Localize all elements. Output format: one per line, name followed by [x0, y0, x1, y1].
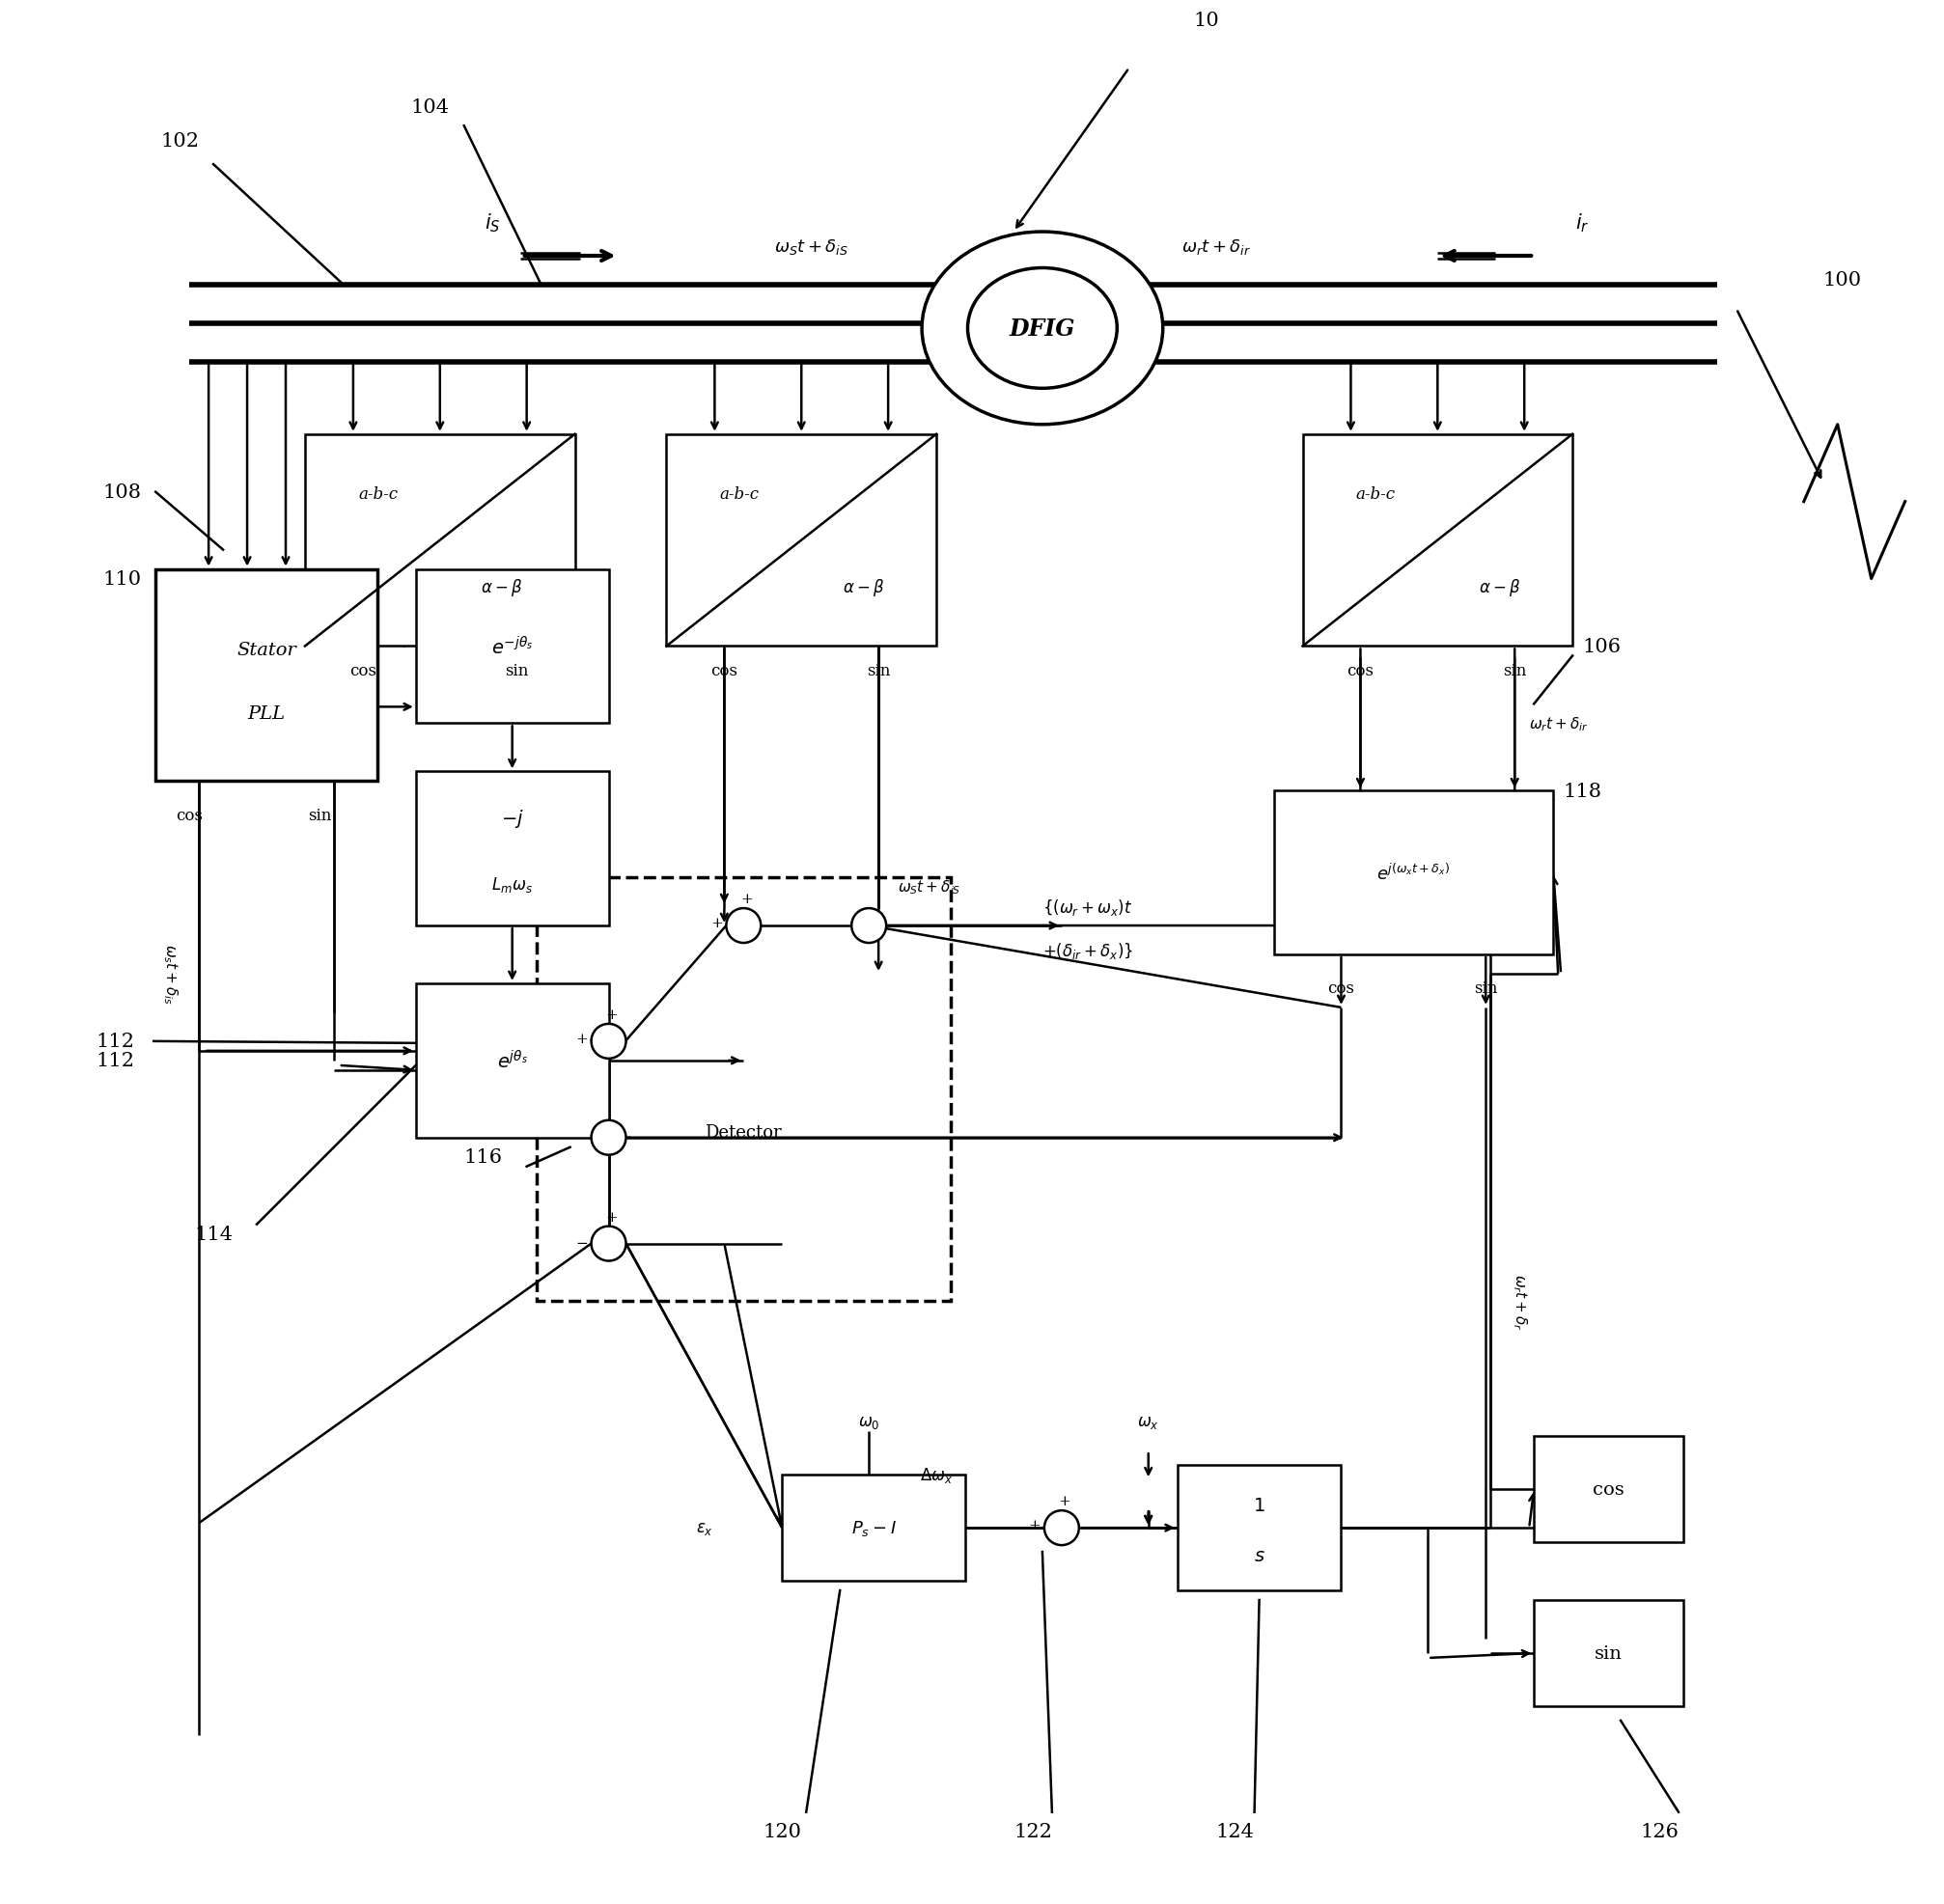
Bar	[537, 878, 951, 1302]
Circle shape	[851, 908, 886, 942]
Text: 108: 108	[103, 484, 142, 503]
Text: $\omega_S t + \delta_{iS}$: $\omega_S t + \delta_{iS}$	[898, 878, 960, 897]
Text: +: +	[710, 916, 723, 929]
Bar	[156, 569, 377, 781]
Text: $P_s-I$: $P_s-I$	[851, 1517, 896, 1538]
Bar	[416, 771, 608, 925]
Text: +: +	[605, 1211, 618, 1224]
Bar	[416, 984, 608, 1139]
Text: $-$: $-$	[575, 1234, 587, 1247]
Text: +: +	[741, 893, 752, 906]
Text: $\omega_r t + \delta_r$: $\omega_r t + \delta_r$	[1510, 1274, 1528, 1329]
Circle shape	[591, 1024, 626, 1059]
Text: PLL: PLL	[247, 704, 286, 722]
Circle shape	[725, 908, 760, 942]
Bar	[1534, 1599, 1682, 1706]
Text: 102: 102	[159, 131, 198, 150]
Text: $\alpha-\beta$: $\alpha-\beta$	[480, 577, 523, 598]
Ellipse shape	[921, 232, 1163, 425]
Text: $e^{-j\theta_s}$: $e^{-j\theta_s}$	[492, 636, 533, 659]
Text: a-b-c: a-b-c	[358, 486, 397, 503]
Text: $1$: $1$	[1252, 1497, 1266, 1514]
Text: sin: sin	[1503, 663, 1526, 680]
Text: cos: cos	[1328, 981, 1355, 998]
Text: DFIG: DFIG	[1009, 318, 1075, 341]
Text: $\Delta\omega_x$: $\Delta\omega_x$	[920, 1466, 953, 1485]
Circle shape	[591, 1226, 626, 1260]
Text: cos: cos	[710, 663, 737, 680]
Text: $\varepsilon_x$: $\varepsilon_x$	[696, 1519, 713, 1537]
Text: sin: sin	[867, 663, 890, 680]
Text: cos: cos	[350, 663, 375, 680]
Text: 118: 118	[1563, 783, 1600, 800]
Text: $\alpha-\beta$: $\alpha-\beta$	[842, 577, 885, 598]
Text: 104: 104	[410, 99, 449, 116]
Bar	[781, 1476, 964, 1580]
Text: sin: sin	[505, 663, 529, 680]
Text: $i_r$: $i_r$	[1575, 211, 1588, 234]
Bar	[667, 434, 935, 647]
Text: 110: 110	[103, 569, 142, 588]
Text: 100: 100	[1822, 272, 1860, 289]
Text: sin: sin	[1594, 1645, 1621, 1662]
Text: 122: 122	[1013, 1822, 1052, 1841]
Circle shape	[1044, 1510, 1079, 1546]
Text: $L_m\omega_s$: $L_m\omega_s$	[492, 874, 533, 895]
Text: $\omega_r t + \delta_{ir}$: $\omega_r t + \delta_{ir}$	[1528, 714, 1588, 733]
Bar	[1534, 1436, 1682, 1542]
Text: $\omega_0$: $\omega_0$	[857, 1415, 879, 1430]
Text: +: +	[605, 1007, 618, 1021]
Bar	[1302, 434, 1571, 647]
Text: cos: cos	[1347, 663, 1372, 680]
Text: Stator: Stator	[237, 642, 295, 659]
Text: $-j$: $-j$	[500, 807, 523, 830]
Text: sin: sin	[1474, 981, 1497, 998]
Bar	[305, 434, 575, 647]
Bar	[416, 569, 608, 724]
Text: $\alpha-\beta$: $\alpha-\beta$	[1477, 577, 1520, 598]
Text: $\omega_r t + \delta_{ir}$: $\omega_r t + \delta_{ir}$	[1180, 238, 1250, 257]
Text: $i_S$: $i_S$	[484, 211, 502, 234]
Text: cos: cos	[1592, 1481, 1623, 1498]
Text: $\omega_x$: $\omega_x$	[1137, 1415, 1159, 1430]
Text: $\{(\omega_r+\omega_x)t$: $\{(\omega_r+\omega_x)t$	[1042, 897, 1131, 918]
Text: 106: 106	[1580, 638, 1619, 655]
Text: +: +	[575, 1032, 587, 1045]
Circle shape	[591, 1121, 626, 1156]
Text: +: +	[1058, 1495, 1069, 1508]
Text: $\omega_s t + \delta_{is}$: $\omega_s t + \delta_{is}$	[161, 944, 179, 1005]
Text: $s$: $s$	[1254, 1546, 1264, 1565]
Text: $+(\delta_{ir}+\delta_x)\}$: $+(\delta_{ir}+\delta_x)\}$	[1042, 941, 1133, 960]
Text: 120: 120	[762, 1822, 801, 1841]
Bar	[1176, 1466, 1341, 1590]
Text: cos: cos	[175, 807, 202, 823]
Text: a-b-c: a-b-c	[719, 486, 758, 503]
Text: $e^{j(\omega_x t+\delta_x)}$: $e^{j(\omega_x t+\delta_x)}$	[1376, 863, 1450, 883]
Text: 112: 112	[95, 1032, 134, 1051]
Text: 126: 126	[1639, 1822, 1678, 1841]
Text: 124: 124	[1215, 1822, 1254, 1841]
Text: 112: 112	[95, 1051, 134, 1070]
Text: sin: sin	[307, 807, 330, 823]
Text: $\omega_S t + \delta_{iS}$: $\omega_S t + \delta_{iS}$	[774, 238, 848, 257]
Text: 114: 114	[194, 1224, 233, 1243]
Text: Detector: Detector	[706, 1123, 781, 1140]
Ellipse shape	[968, 268, 1116, 388]
Bar	[1273, 792, 1553, 956]
Text: a-b-c: a-b-c	[1355, 486, 1394, 503]
Text: $e^{j\theta_s}$: $e^{j\theta_s}$	[496, 1049, 527, 1072]
Text: +: +	[1028, 1517, 1040, 1533]
Text: 10: 10	[1194, 11, 1219, 30]
Text: 116: 116	[465, 1148, 502, 1167]
